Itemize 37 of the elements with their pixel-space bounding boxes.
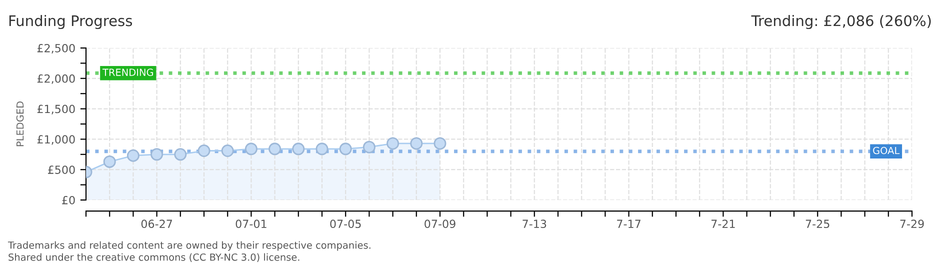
x-tick-label: 07-01: [236, 220, 266, 228]
y-tick-label: £0: [62, 196, 75, 204]
ref-line-label: GOAL: [873, 146, 900, 154]
point: [410, 137, 423, 150]
point: [292, 142, 305, 156]
point: [103, 155, 116, 168]
point: [198, 144, 210, 157]
ref-line-label: TRENDING: [102, 68, 153, 76]
text: Trademarks and related content are owned by their respective companies.: [8, 241, 370, 251]
x-tick-label: 7-17: [617, 220, 640, 228]
point: [126, 149, 140, 162]
y-tick-label: £1,500: [37, 104, 75, 114]
text: Shared under the creative commons (CC BY-NC 3.0) license.: [8, 253, 300, 262]
point: [221, 144, 234, 157]
x-tick-label: 7-13: [522, 220, 546, 228]
y-tick-label: £2,500: [37, 44, 75, 54]
chart-title: Funding Progress: [9, 14, 132, 30]
point: [386, 137, 400, 150]
y-tick-label: £2,000: [37, 74, 75, 84]
x-tick-label: 7-21: [712, 220, 735, 228]
point: [174, 148, 187, 161]
point: [362, 140, 376, 154]
y-axis-title: PLEDGED: [16, 102, 24, 146]
y-tick-label: £500: [48, 166, 75, 174]
point: [339, 142, 352, 156]
point: [316, 142, 328, 156]
point: [434, 137, 446, 150]
x-tick-label: 07-05: [330, 220, 361, 228]
x-tick-label: 07-09: [424, 220, 456, 228]
point: [150, 148, 164, 161]
chart-subtitle: Trending: £2,086 (260%): [751, 14, 931, 30]
y-tick-label: £1,000: [37, 135, 75, 145]
x-tick-label: 7-29: [900, 220, 924, 228]
point: [244, 142, 258, 156]
point: [268, 142, 282, 156]
x-tick-label: 7-25: [806, 220, 830, 228]
x-tick-label: 06-27: [141, 220, 172, 228]
